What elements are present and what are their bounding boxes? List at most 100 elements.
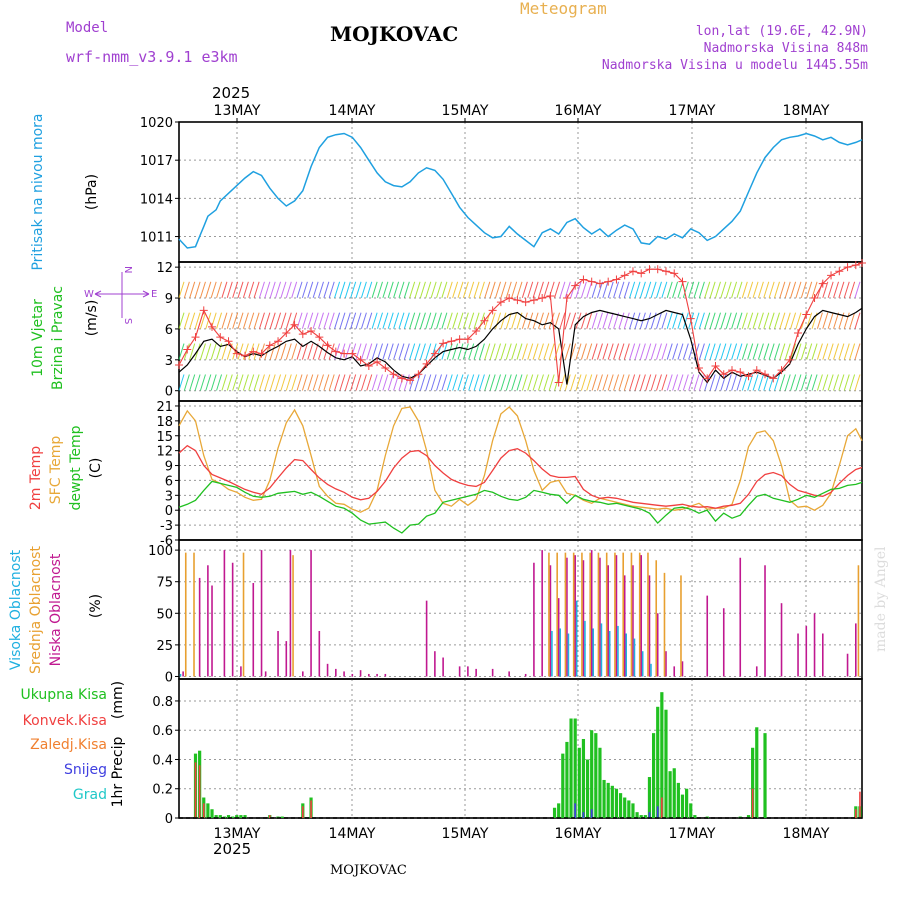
wind-barb bbox=[833, 312, 840, 329]
wind-barb bbox=[511, 312, 518, 329]
wind-barb bbox=[382, 312, 389, 329]
wind-barb bbox=[570, 312, 577, 329]
wind-barb bbox=[436, 281, 442, 298]
precip-bar-ukupna-kisa bbox=[614, 788, 619, 818]
wind-barb bbox=[849, 374, 856, 391]
wind-barb bbox=[248, 312, 255, 329]
wind-barb bbox=[457, 312, 464, 329]
wind-barb bbox=[414, 374, 421, 391]
wind-barb bbox=[425, 374, 432, 391]
wind-barb bbox=[377, 312, 383, 329]
wind-barb bbox=[377, 343, 383, 360]
wind-gust-marker bbox=[199, 306, 208, 315]
wind-barb bbox=[570, 343, 577, 360]
wind-barb bbox=[634, 374, 641, 391]
wind-y-tick-label: 0 bbox=[165, 385, 173, 400]
wind-barb bbox=[199, 343, 206, 360]
wind-barb bbox=[656, 374, 662, 391]
wind-barb bbox=[822, 374, 829, 391]
wind-barb bbox=[462, 312, 469, 329]
wind-barb bbox=[629, 312, 636, 329]
wind-gust-marker bbox=[323, 341, 332, 350]
temperature-y-tick-label: -6 bbox=[160, 534, 173, 549]
wind-barb bbox=[403, 374, 410, 391]
wind-barb bbox=[328, 312, 335, 329]
wind-barb bbox=[757, 281, 764, 298]
wind-barb bbox=[301, 343, 308, 360]
wind-barb bbox=[822, 343, 829, 360]
x-date-label-bottom: 16MAY bbox=[555, 826, 602, 842]
wind-barb bbox=[409, 343, 416, 360]
precip-bar-ukupna-kisa bbox=[631, 803, 635, 818]
wind-barb bbox=[468, 343, 475, 360]
wind-barb bbox=[602, 374, 609, 391]
wind-barb bbox=[473, 343, 480, 360]
wind-barb bbox=[709, 312, 716, 329]
wind-gust-marker bbox=[703, 374, 712, 383]
wind-barb bbox=[382, 374, 389, 391]
wind-gust-marker bbox=[562, 294, 571, 303]
wind-barb bbox=[280, 374, 287, 391]
wind-barb bbox=[774, 312, 780, 329]
precip-bar-ukupna-kisa bbox=[656, 706, 660, 818]
wind-barb bbox=[800, 281, 807, 298]
wind-barb bbox=[296, 374, 303, 391]
wind-barb bbox=[473, 374, 480, 391]
wind-barb bbox=[854, 374, 861, 391]
wind-gust-marker bbox=[670, 269, 679, 278]
wind-barb bbox=[543, 343, 550, 360]
wind-barb bbox=[784, 312, 791, 329]
precip-bar-konvek-kisa bbox=[202, 803, 205, 818]
wind-barb bbox=[425, 312, 432, 329]
precip-bar-ukupna-kisa bbox=[627, 800, 631, 818]
pressure-y-tick-label: 1020 bbox=[140, 116, 173, 131]
precip-bar-ukupna-kisa bbox=[594, 733, 598, 818]
precip-bar-ukupna-kisa bbox=[647, 777, 652, 818]
wind-barb bbox=[725, 312, 732, 329]
wind-barb bbox=[226, 374, 233, 391]
precip-bar-konvek-kisa bbox=[751, 788, 754, 818]
wind-barb bbox=[419, 281, 426, 298]
wind-barb bbox=[586, 281, 593, 298]
precip-bar-ukupna-kisa bbox=[680, 794, 685, 818]
precip-bar-ukupna-kisa bbox=[693, 815, 697, 818]
x-date-label-top: 15MAY bbox=[442, 103, 489, 119]
wind-barb bbox=[843, 281, 850, 298]
wind-barb bbox=[849, 343, 856, 360]
wind-barb bbox=[339, 343, 346, 360]
wind-barb bbox=[285, 281, 292, 298]
wind-barb bbox=[623, 374, 630, 391]
wind-barb bbox=[709, 343, 716, 360]
lonlat-label: lon,lat (19.6E, 42.9N) bbox=[695, 24, 868, 39]
wind-barb bbox=[774, 374, 780, 391]
precip-bar-konvek-kisa bbox=[855, 809, 857, 818]
pressure-y-tick-label: 1014 bbox=[140, 192, 173, 207]
wind-barb bbox=[253, 374, 260, 391]
wind-barb bbox=[543, 281, 550, 298]
wind-barb bbox=[704, 281, 711, 298]
wind-barb bbox=[414, 312, 421, 329]
wind-barb bbox=[591, 281, 598, 298]
wind-barb bbox=[248, 374, 255, 391]
wind-barb bbox=[366, 374, 373, 391]
wind-barb bbox=[537, 281, 544, 298]
wind-barb bbox=[564, 343, 571, 360]
wind-gust-marker bbox=[447, 337, 456, 346]
wind-barb bbox=[344, 312, 351, 329]
wind-barb bbox=[752, 374, 759, 391]
wind-barb bbox=[318, 281, 324, 298]
wind-barb bbox=[784, 281, 791, 298]
wind-barb bbox=[210, 343, 217, 360]
x-date-label-top: 18MAY bbox=[783, 103, 830, 119]
wind-barb bbox=[816, 312, 823, 329]
wind-barb bbox=[334, 312, 341, 329]
wind-barb bbox=[682, 312, 689, 329]
wind-barb bbox=[226, 312, 233, 329]
wind-barb bbox=[495, 343, 502, 360]
cloud-y-tick-label: 75 bbox=[156, 576, 173, 591]
wind-gust-marker bbox=[818, 279, 827, 288]
wind-barb bbox=[484, 374, 491, 391]
wind-barb bbox=[468, 312, 475, 329]
wind-barb bbox=[371, 281, 378, 298]
temperature-y-tick-label: 6 bbox=[165, 474, 173, 489]
